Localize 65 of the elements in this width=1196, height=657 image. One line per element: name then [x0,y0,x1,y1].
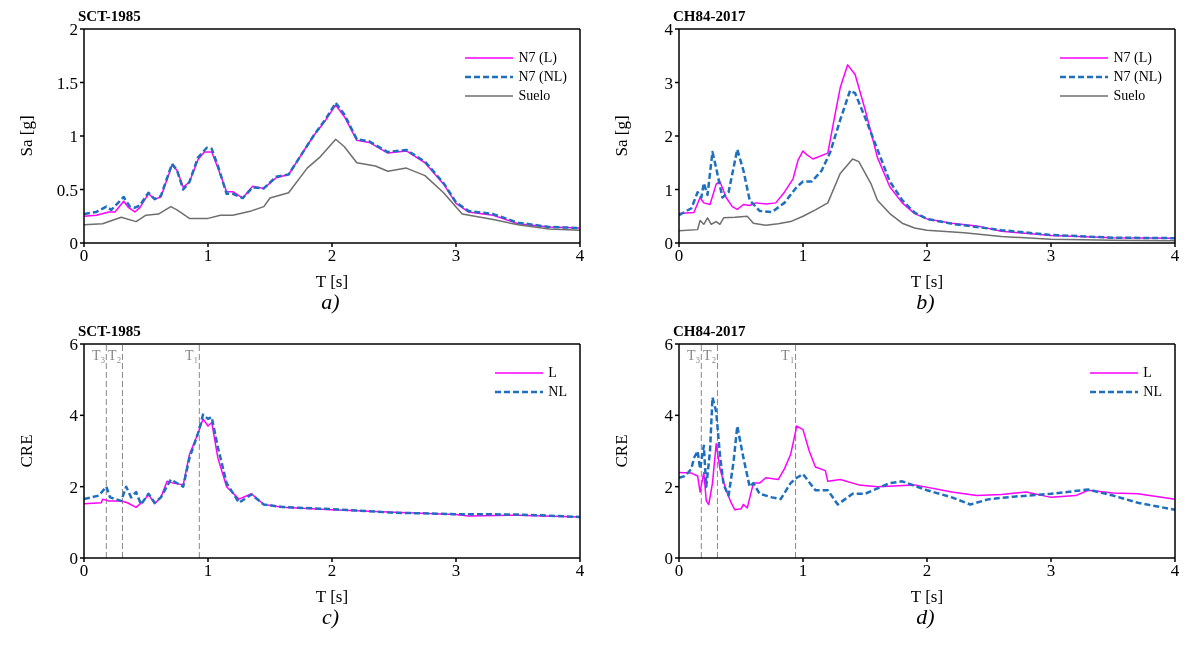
y-tick-label: 2 [664,477,673,497]
y-tick-label: 2 [69,20,78,40]
x-tick-label: 4 [1170,246,1180,266]
text: b) [915,289,936,315]
x-axis-title: T [s] [910,272,944,292]
line-series [84,138,580,231]
ref-line-label: T₂ [703,348,717,363]
line-series [679,396,1175,512]
ref-line-label: T₃ [686,348,701,363]
y-tick-label: 2 [69,477,78,497]
chart-title: CH84-2017 [673,323,746,340]
legend-label: NL [548,383,567,400]
chart-title: SCT-1985 [78,8,141,25]
y-tick-label: 2 [664,127,673,147]
y-axis-title: CRE [17,434,37,468]
x-axis-title: T [s] [315,272,349,292]
y-tick-label: 1 [664,180,673,200]
x-tick-label: 4 [1170,561,1180,581]
x-tick-label: 3 [451,561,461,581]
chart-title: SCT-1985 [78,323,141,340]
y-tick-label: 6 [664,335,673,355]
legend-label: N7 (L) [1113,49,1152,66]
x-tick-label: 1 [203,561,213,581]
y-tick-label: 4 [69,406,79,426]
legend-label: N7 (NL) [1113,68,1162,85]
y-tick-label: 3 [664,73,673,93]
y-tick-label: 1 [69,127,78,147]
y-axis-title: CRE [612,434,632,468]
x-axis-title: T [s] [315,587,349,607]
legend-label: NL [1143,383,1162,400]
chart-title: CH84-2017 [673,8,746,25]
legend-label: L [548,364,557,381]
text: c) [320,604,341,630]
x-axis-title: T [s] [910,587,944,607]
x-tick-label: 1 [798,561,808,581]
legend-label: Suelo [518,87,551,104]
x-tick-label: 4 [575,561,585,581]
x-tick-label: 2 [922,246,932,266]
x-tick-label: 3 [1046,246,1056,266]
x-tick-label: 4 [575,246,585,266]
x-tick-label: 1 [203,246,213,266]
x-tick-label: 3 [451,246,461,266]
ref-line-label: T₁ [184,348,199,363]
y-tick-label: 0.5 [56,180,78,200]
text: a) [320,289,341,315]
ref-line-label: T₁ [781,348,795,363]
legend-label: Suelo [1113,87,1146,104]
legend-label: N7 (NL) [518,68,567,85]
y-tick-label: 1.5 [56,73,78,93]
y-tick-label: 4 [664,20,674,40]
x-tick-label: 2 [327,246,337,266]
x-tick-label: 3 [1046,561,1056,581]
x-tick-label: 2 [922,561,932,581]
text: d) [915,604,936,630]
legend-label: N7 (L) [518,49,557,66]
line-series [679,425,1175,511]
y-axis-title: Sa [g] [612,115,632,157]
ref-line-label: T₃ [91,348,106,363]
y-tick-label: 6 [69,335,78,355]
y-tick-label: 4 [664,406,674,426]
x-tick-label: 2 [327,561,337,581]
x-tick-label: 1 [798,246,808,266]
ref-line-label: T₂ [108,348,122,363]
legend-label: L [1143,364,1152,381]
y-axis-title: Sa [g] [17,115,37,157]
